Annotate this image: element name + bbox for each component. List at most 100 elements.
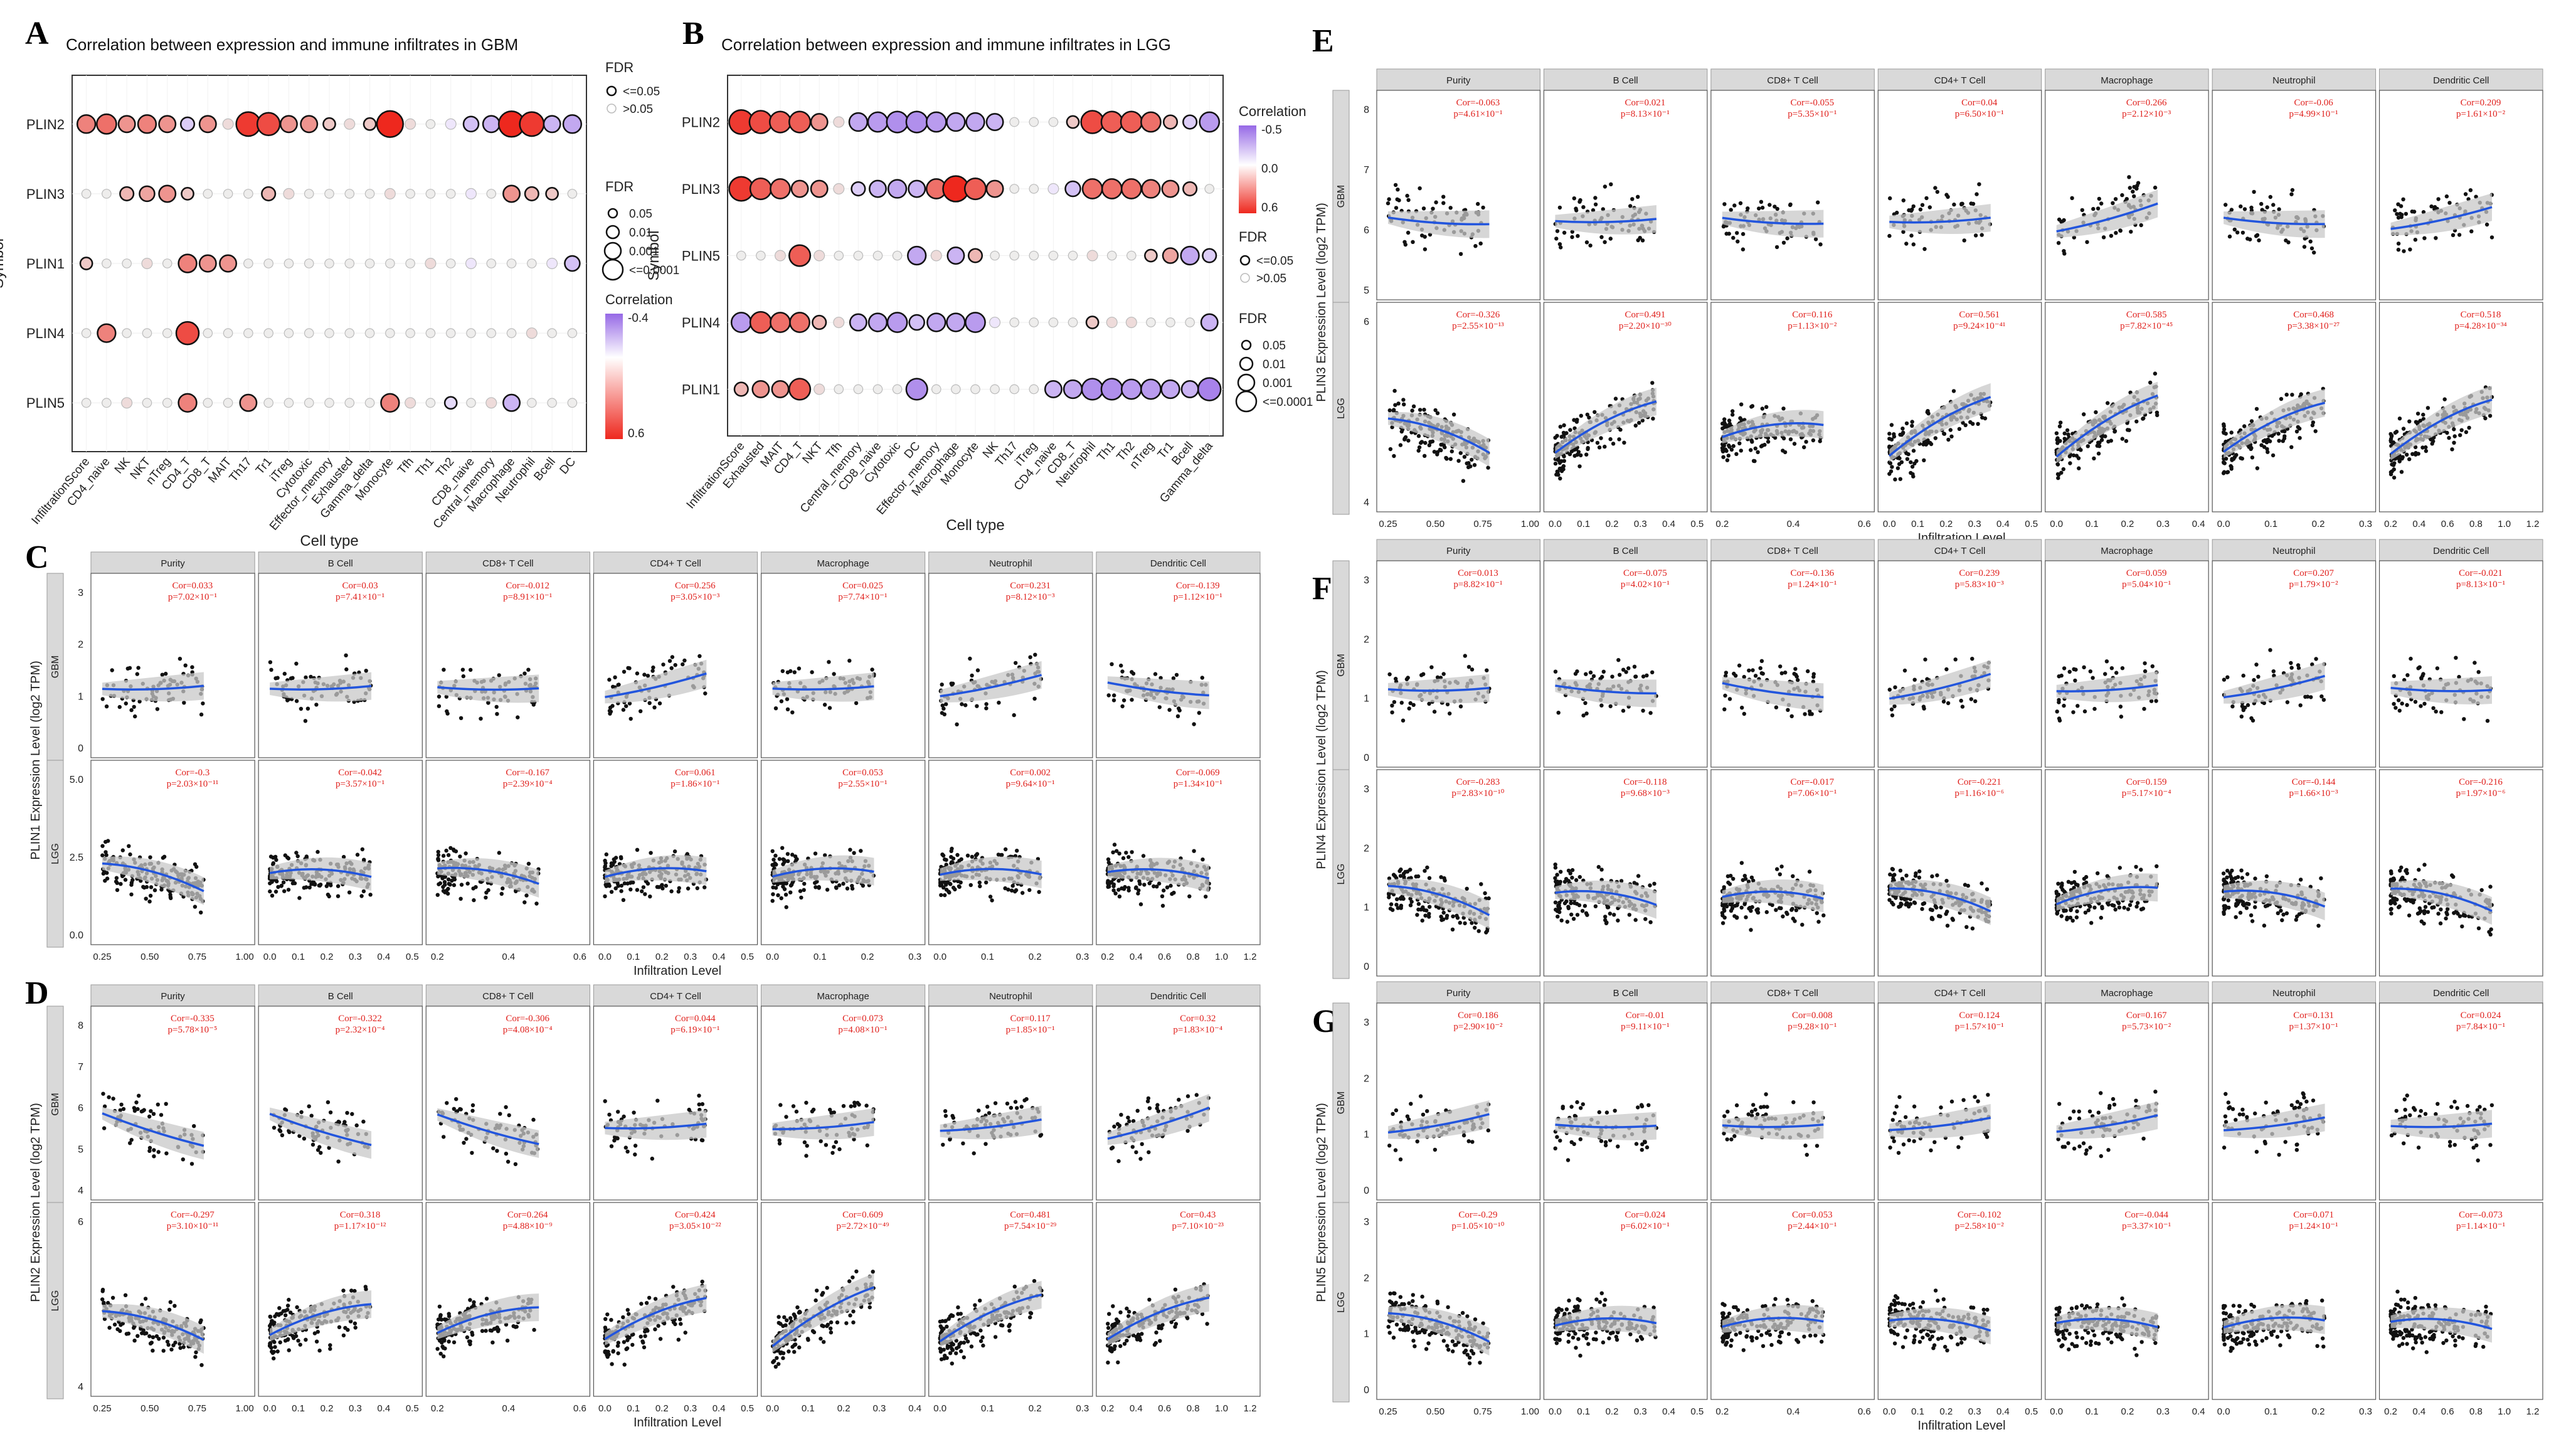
- data-point: [132, 1339, 137, 1343]
- data-point: [1461, 479, 1466, 483]
- data-point: [1009, 1105, 1014, 1110]
- data-point: [168, 1300, 172, 1304]
- bubble-point: [324, 328, 334, 338]
- data-point: [988, 894, 993, 899]
- stat-p: p=8.13×10⁻¹: [1621, 109, 1670, 119]
- data-point: [1760, 443, 1764, 448]
- data-point: [112, 1322, 117, 1327]
- data-point: [664, 883, 669, 888]
- data-point: [1418, 186, 1422, 191]
- data-point: [1185, 1094, 1190, 1098]
- bubble-point: [1125, 316, 1137, 328]
- data-point: [950, 1348, 955, 1352]
- bubble-point: [1048, 117, 1059, 127]
- data-point: [102, 1126, 107, 1130]
- x-tick-label: 0.2: [1715, 519, 1729, 529]
- bubble-point: [284, 398, 294, 408]
- bubble-point: [814, 383, 825, 395]
- data-point: [470, 1103, 475, 1108]
- data-point: [635, 888, 640, 892]
- column-label: CD4+ T Cell: [650, 991, 701, 1002]
- stat-cor: Cor=0.03: [342, 581, 378, 591]
- data-point: [1756, 450, 1760, 454]
- column-label: CD4+ T Cell: [650, 558, 701, 569]
- stat-p: p=6.19×10⁻¹: [671, 1025, 719, 1035]
- bubble-point: [788, 110, 812, 134]
- data-point: [781, 1356, 785, 1361]
- data-point: [829, 1320, 834, 1325]
- data-point: [978, 1339, 983, 1344]
- data-point: [670, 655, 675, 659]
- data-point: [436, 1317, 441, 1322]
- x-tick-label: 0.0: [598, 1403, 612, 1414]
- data-point: [268, 854, 273, 859]
- data-point: [1633, 423, 1638, 428]
- bubble-point: [967, 248, 983, 263]
- data-point: [1911, 449, 1916, 453]
- bubble-point: [810, 113, 829, 131]
- data-point: [1165, 885, 1170, 889]
- bubble-point: [304, 398, 314, 408]
- data-point: [814, 1298, 818, 1303]
- bubble-point: [908, 179, 926, 198]
- data-point: [1434, 200, 1438, 204]
- bubble-point: [965, 112, 985, 132]
- column-label: Dendritic Cell: [1150, 558, 1206, 569]
- data-point: [832, 1145, 836, 1149]
- data-point: [448, 883, 452, 887]
- data-point: [101, 1091, 105, 1096]
- data-point: [683, 1330, 687, 1335]
- data-point: [1481, 205, 1485, 210]
- row-label: PLIN4: [682, 315, 720, 331]
- bubble-point: [965, 312, 986, 333]
- data-point: [199, 712, 204, 717]
- bubble-point: [774, 250, 786, 262]
- data-point: [1142, 883, 1147, 887]
- data-point: [632, 1110, 636, 1115]
- data-point: [484, 1297, 489, 1301]
- data-point: [950, 1361, 955, 1366]
- bubble-point: [547, 328, 557, 338]
- stat-p: p=1.13×10⁻²: [1788, 321, 1837, 331]
- panel-letter-E: E: [1312, 23, 1334, 59]
- data-point: [284, 1313, 288, 1317]
- data-point: [1951, 389, 1956, 393]
- data-point: [1138, 1157, 1143, 1161]
- data-point: [1924, 196, 1929, 201]
- data-point: [1110, 1145, 1115, 1150]
- row-strip: [46, 760, 64, 948]
- data-point: [612, 1138, 617, 1143]
- bubble-point: [158, 115, 177, 134]
- data-point: [799, 895, 803, 900]
- data-point: [867, 1305, 872, 1310]
- column-label: CD8+ T Cell: [1767, 75, 1818, 86]
- bubble-point: [1185, 317, 1195, 327]
- data-point: [504, 1105, 508, 1110]
- bubble-point: [425, 258, 437, 270]
- data-point: [970, 854, 975, 859]
- data-point: [1593, 410, 1597, 415]
- col-label: Tfh: [395, 455, 416, 477]
- data-point: [851, 1309, 856, 1314]
- data-point: [451, 847, 456, 852]
- data-point: [802, 881, 807, 886]
- data-point: [1177, 1098, 1181, 1102]
- stat-p: p=2.32×10⁻⁴: [336, 1025, 385, 1035]
- x-tick-label: 0.5: [741, 952, 754, 962]
- data-point: [1037, 889, 1041, 894]
- data-point: [1115, 849, 1119, 853]
- bubble-point: [76, 114, 97, 134]
- bubble-point: [364, 398, 375, 408]
- data-point: [307, 885, 312, 890]
- bubble-point: [545, 187, 559, 201]
- column-label: Macrophage: [817, 558, 869, 569]
- x-tick-label: 1.0: [1215, 952, 1228, 962]
- data-point: [1200, 676, 1205, 680]
- data-point: [1722, 202, 1727, 206]
- data-point: [612, 857, 616, 862]
- data-point: [104, 853, 109, 857]
- data-point: [1578, 198, 1582, 203]
- data-point: [309, 674, 313, 679]
- legend-label: 0.05: [629, 208, 652, 221]
- stat-p: p=5.35×10⁻¹: [1788, 109, 1837, 119]
